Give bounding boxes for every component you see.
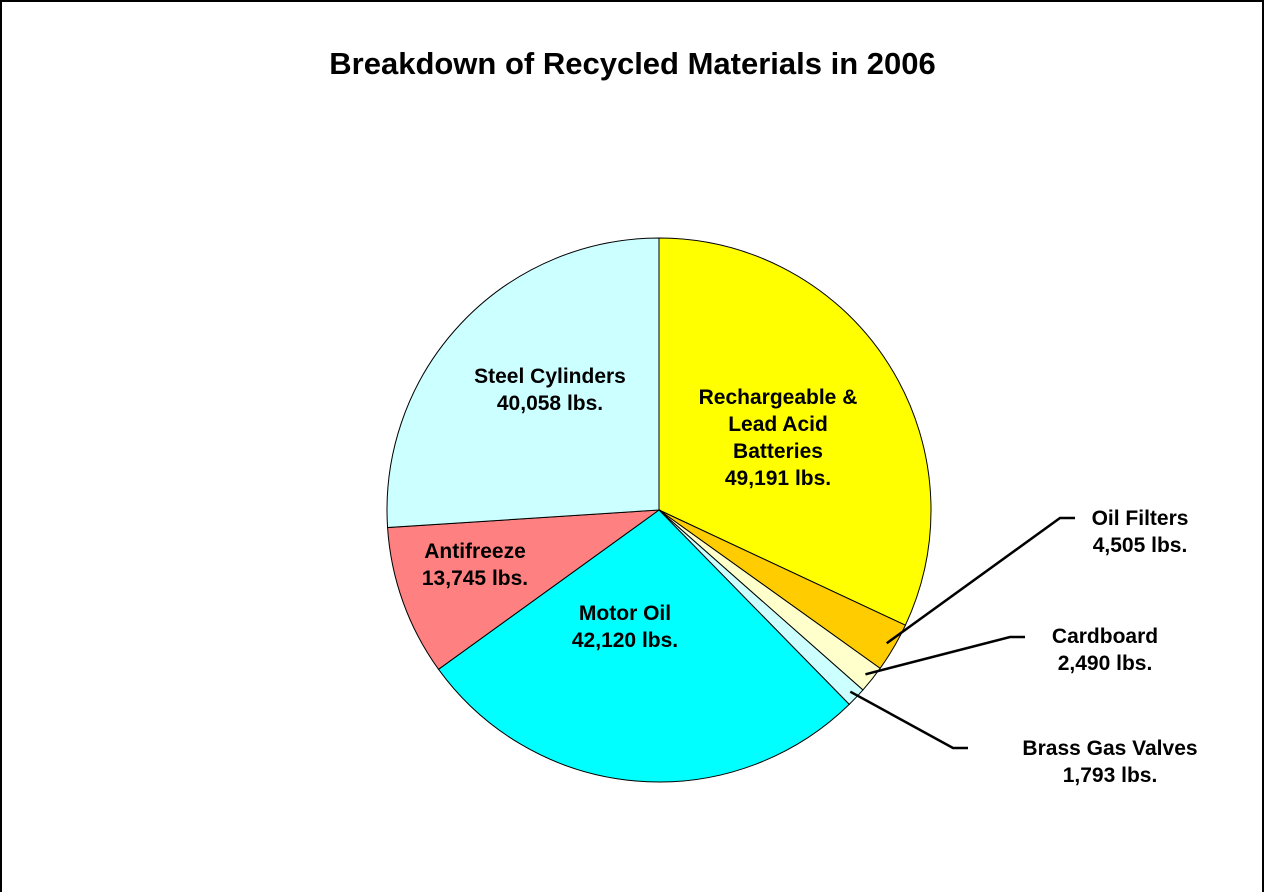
- slice-label: Steel Cylinders 40,058 lbs.: [440, 363, 660, 417]
- slice-name: Rechargeable & Lead Acid Batteries: [698, 386, 858, 463]
- slice-label: Antifreeze 13,745 lbs.: [395, 538, 555, 592]
- slice-label: Oil Filters 4,505 lbs.: [1040, 505, 1240, 559]
- leader-line: [885, 516, 1075, 645]
- slice-name: Cardboard: [1051, 625, 1159, 648]
- slice-value: 2,490 lbs.: [1057, 652, 1153, 675]
- slice-value: 42,120 lbs.: [571, 629, 679, 652]
- pie-slice: [437, 509, 850, 783]
- leader-line: [865, 635, 1025, 676]
- leader-line: [849, 690, 968, 750]
- pie-slice: [387, 509, 661, 671]
- pie-slice: [658, 237, 932, 626]
- slice-label: Cardboard 2,490 lbs.: [1005, 623, 1205, 677]
- slice-name: Brass Gas Valves: [1022, 737, 1198, 760]
- slice-label: Rechargeable & Lead Acid Batteries 49,191…: [683, 384, 873, 492]
- slice-name: Motor Oil: [578, 602, 672, 625]
- slice-value: 1,793 lbs.: [1062, 764, 1158, 787]
- chart-title: Breakdown of Recycled Materials in 2006: [329, 46, 936, 81]
- slice-value: 4,505 lbs.: [1092, 534, 1188, 557]
- slice-label: Brass Gas Valves 1,793 lbs.: [980, 735, 1240, 789]
- pie-slice: [386, 237, 660, 529]
- slice-name: Oil Filters: [1091, 507, 1189, 530]
- slice-value: 13,745 lbs.: [421, 567, 529, 590]
- slice-name: Antifreeze: [424, 540, 526, 563]
- slice-value: 40,058 lbs.: [496, 392, 604, 415]
- slice-name: Steel Cylinders: [474, 365, 626, 388]
- slice-value: 49,191 lbs.: [724, 467, 832, 490]
- slice-label: Motor Oil 42,120 lbs.: [515, 600, 735, 654]
